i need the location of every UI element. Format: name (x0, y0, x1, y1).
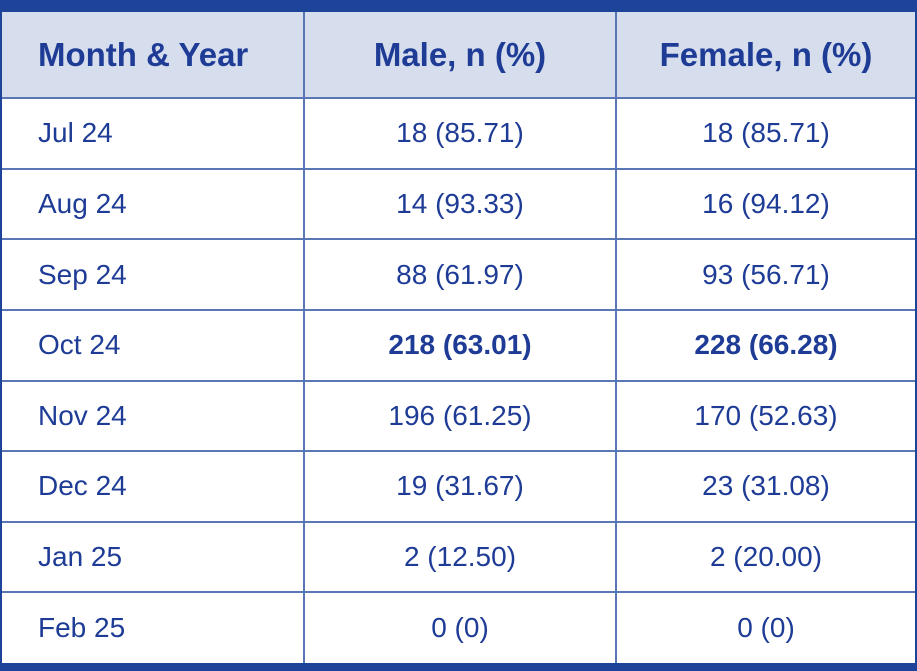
female-cell: 16 (94.12) (615, 167, 916, 241)
male-cell: 196 (61.25) (303, 379, 617, 453)
table-body: Jul 24 18 (85.71) 18 (85.71) Aug 24 14 (… (1, 97, 916, 664)
month-cell: Nov 24 (1, 379, 305, 453)
male-cell: 88 (61.97) (303, 238, 617, 311)
table-row: Aug 24 14 (93.33) 16 (94.12) (1, 167, 916, 241)
table-row: Jul 24 18 (85.71) 18 (85.71) (1, 97, 916, 170)
column-header-female: Female, n (%) (615, 11, 916, 99)
male-cell: 14 (93.33) (303, 167, 617, 241)
table-header: Month & Year Male, n (%) Female, n (%) (1, 11, 916, 99)
table-row: Nov 24 196 (61.25) 170 (52.63) (1, 379, 916, 453)
male-cell: 19 (31.67) (303, 450, 617, 523)
male-cell: 2 (12.50) (303, 520, 617, 594)
male-cell: 18 (85.71) (303, 97, 617, 170)
female-cell: 93 (56.71) (615, 238, 916, 311)
month-cell: Dec 24 (1, 450, 305, 523)
table-row: Sep 24 88 (61.97) 93 (56.71) (1, 238, 916, 311)
table-row: Dec 24 19 (31.67) 23 (31.08) (1, 450, 916, 523)
table-row: Feb 25 0 (0) 0 (0) (1, 591, 916, 664)
table-row: Jan 25 2 (12.50) 2 (20.00) (1, 520, 916, 594)
month-cell: Feb 25 (1, 591, 305, 664)
monthly-sex-distribution-table: Month & Year Male, n (%) Female, n (%) J… (1, 11, 916, 664)
month-cell: Jan 25 (1, 520, 305, 594)
month-cell: Sep 24 (1, 238, 305, 311)
male-cell: 0 (0) (303, 591, 617, 664)
female-cell: 170 (52.63) (615, 379, 916, 453)
header-row: Month & Year Male, n (%) Female, n (%) (1, 11, 916, 99)
female-cell: 2 (20.00) (615, 520, 916, 594)
female-cell: 18 (85.71) (615, 97, 916, 170)
female-cell: 23 (31.08) (615, 450, 916, 523)
month-cell: Oct 24 (1, 308, 305, 382)
male-cell: 218 (63.01) (303, 308, 617, 382)
table-row: Oct 24 218 (63.01) 228 (66.28) (1, 308, 916, 382)
female-cell: 228 (66.28) (615, 308, 916, 382)
month-cell: Jul 24 (1, 97, 305, 170)
column-header-month-year: Month & Year (1, 11, 305, 99)
month-cell: Aug 24 (1, 167, 305, 241)
column-header-male: Male, n (%) (303, 11, 617, 99)
female-cell: 0 (0) (615, 591, 916, 664)
